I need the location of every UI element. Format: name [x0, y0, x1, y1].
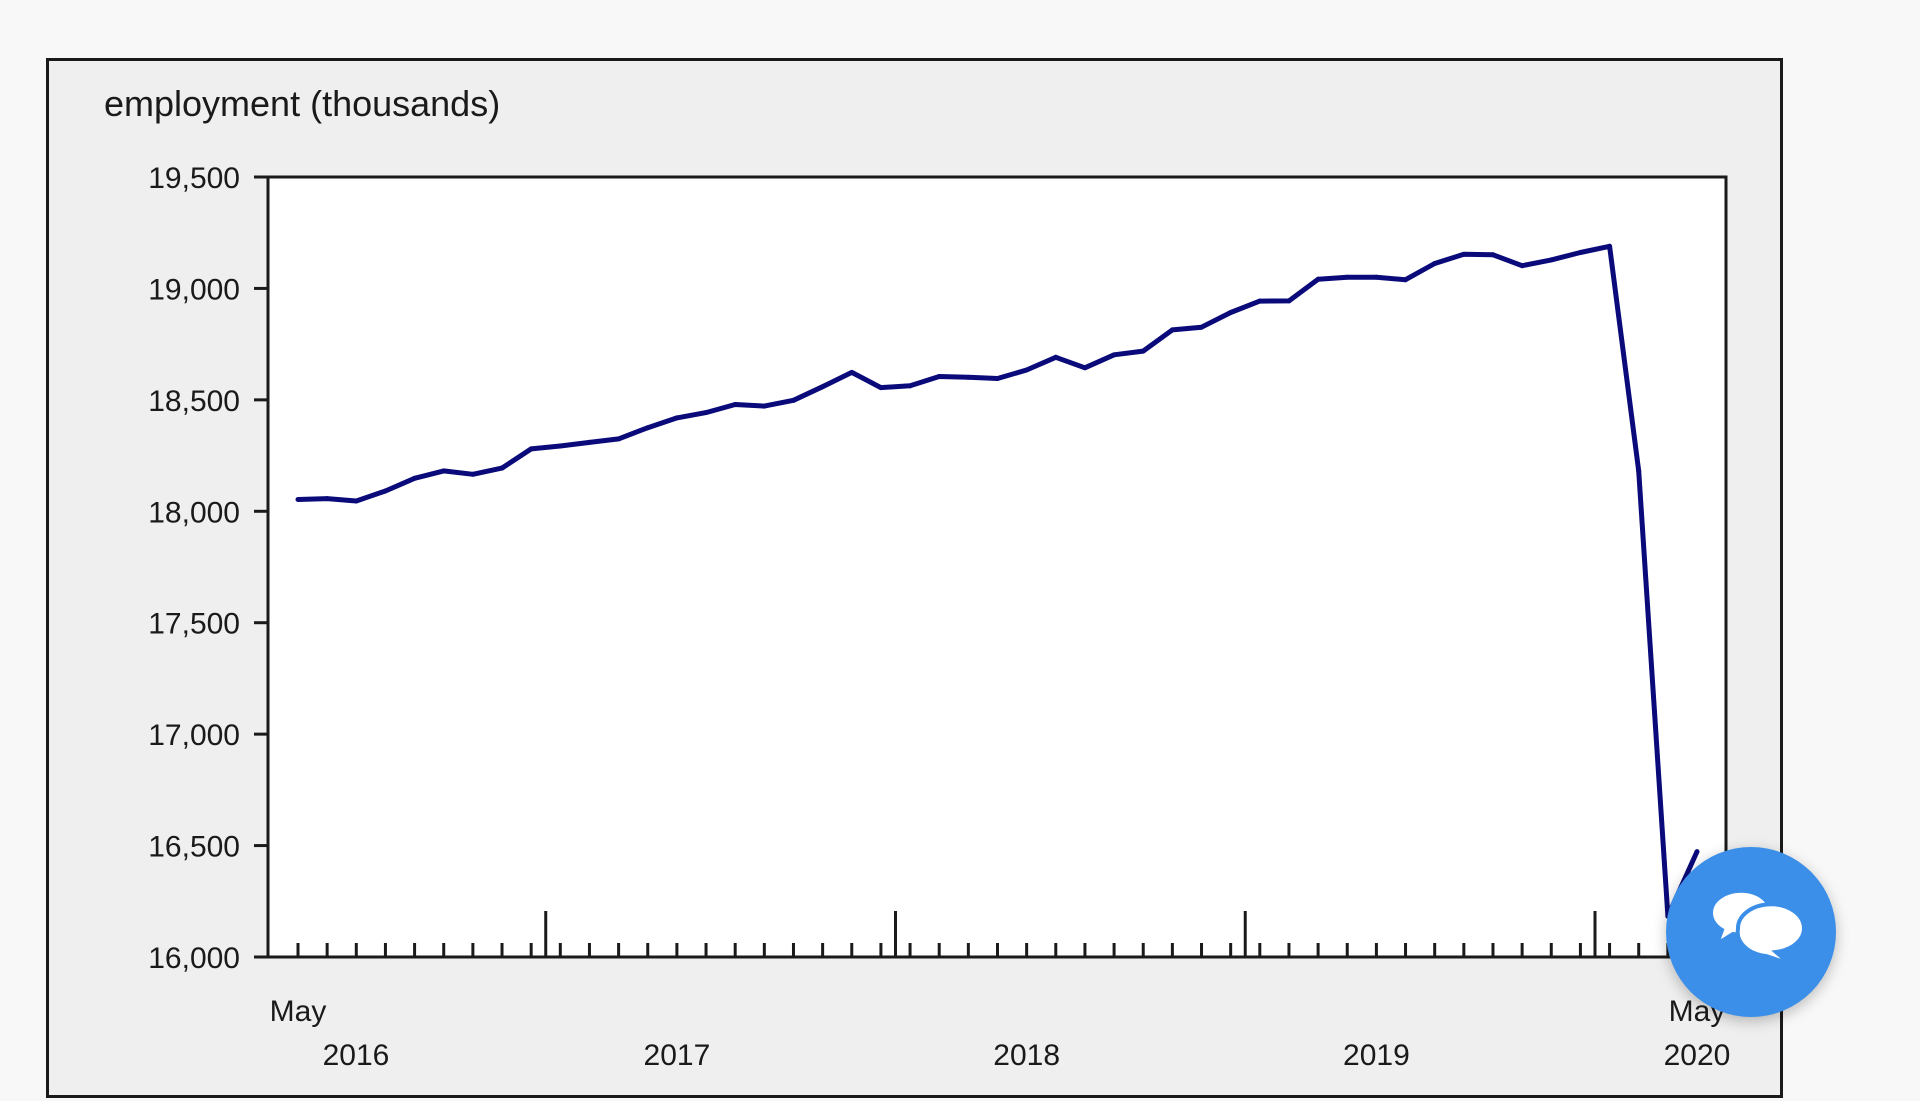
data-point: [1694, 849, 1700, 855]
x-tick-label-year: 2017: [644, 1039, 711, 1072]
data-point: [732, 402, 738, 408]
y-tick-label: 17,000: [148, 719, 240, 752]
data-point: [1053, 354, 1059, 360]
data-point: [1082, 365, 1088, 371]
chat-button[interactable]: [1666, 847, 1836, 1017]
data-point: [528, 446, 534, 452]
data-point: [790, 397, 796, 403]
y-tick-label: 16,500: [148, 831, 240, 864]
data-point: [1228, 309, 1234, 315]
data-point: [965, 374, 971, 380]
data-point: [353, 498, 359, 504]
data-point: [1024, 367, 1030, 373]
data-point: [470, 471, 476, 477]
data-point: [1315, 276, 1321, 282]
data-point: [1169, 327, 1175, 333]
data-point: [761, 403, 767, 409]
y-tick-label: 18,500: [148, 385, 240, 418]
y-tick-label: 19,500: [148, 162, 240, 195]
y-tick-label: 18,000: [148, 496, 240, 529]
data-point: [1140, 348, 1146, 354]
data-point: [499, 465, 505, 471]
x-tick-label-year: 2019: [1343, 1039, 1410, 1072]
data-point: [1403, 277, 1409, 283]
data-point: [1461, 251, 1467, 257]
data-point: [324, 496, 330, 502]
x-tick-label-year: 2016: [323, 1039, 390, 1072]
data-point: [616, 436, 622, 442]
x-tick-label-year: 2020: [1664, 1039, 1731, 1072]
data-point: [1257, 298, 1263, 304]
data-point: [1519, 263, 1525, 269]
data-point: [820, 384, 826, 390]
data-point: [1636, 468, 1642, 474]
data-point: [295, 496, 301, 502]
data-point: [1286, 298, 1292, 304]
data-point: [586, 439, 592, 445]
data-point: [1548, 257, 1554, 263]
data-point: [878, 385, 884, 391]
y-tick-label: 16,000: [148, 942, 240, 975]
data-point: [1490, 252, 1496, 258]
data-point: [936, 373, 942, 379]
chart-panel: employment (thousands) 16,000 16,500 17,00…: [46, 58, 1783, 1098]
plot-area: [266, 175, 1728, 959]
y-axis-title: employment (thousands): [104, 83, 500, 124]
data-point: [1344, 274, 1350, 280]
series-group: [295, 243, 1700, 919]
data-point: [1199, 324, 1205, 330]
data-point: [907, 383, 913, 389]
chat-bubbles-icon: [1708, 888, 1806, 966]
data-point: [849, 369, 855, 375]
employment-line-chart: employment (thousands) 16,000 16,500 17,00…: [104, 83, 1731, 1072]
y-axis: 16,000 16,500 17,000 17,500 18,000 18,500 19,0…: [148, 162, 268, 975]
data-point: [674, 415, 680, 421]
data-point: [1373, 274, 1379, 280]
y-tick-label: 17,500: [148, 608, 240, 641]
data-point: [645, 425, 651, 431]
x-tick-label-month: May: [270, 995, 327, 1028]
data-point: [441, 468, 447, 474]
y-tick-label: 19,000: [148, 273, 240, 306]
data-point: [412, 475, 418, 481]
data-point: [703, 410, 709, 416]
data-point: [995, 375, 1000, 381]
data-point: [1111, 352, 1117, 358]
data-point: [1577, 250, 1583, 256]
data-point: [1607, 243, 1613, 249]
data-point: [382, 488, 388, 494]
x-tick-label-year: 2018: [993, 1039, 1060, 1072]
data-point: [1432, 260, 1438, 266]
data-point: [557, 443, 563, 449]
